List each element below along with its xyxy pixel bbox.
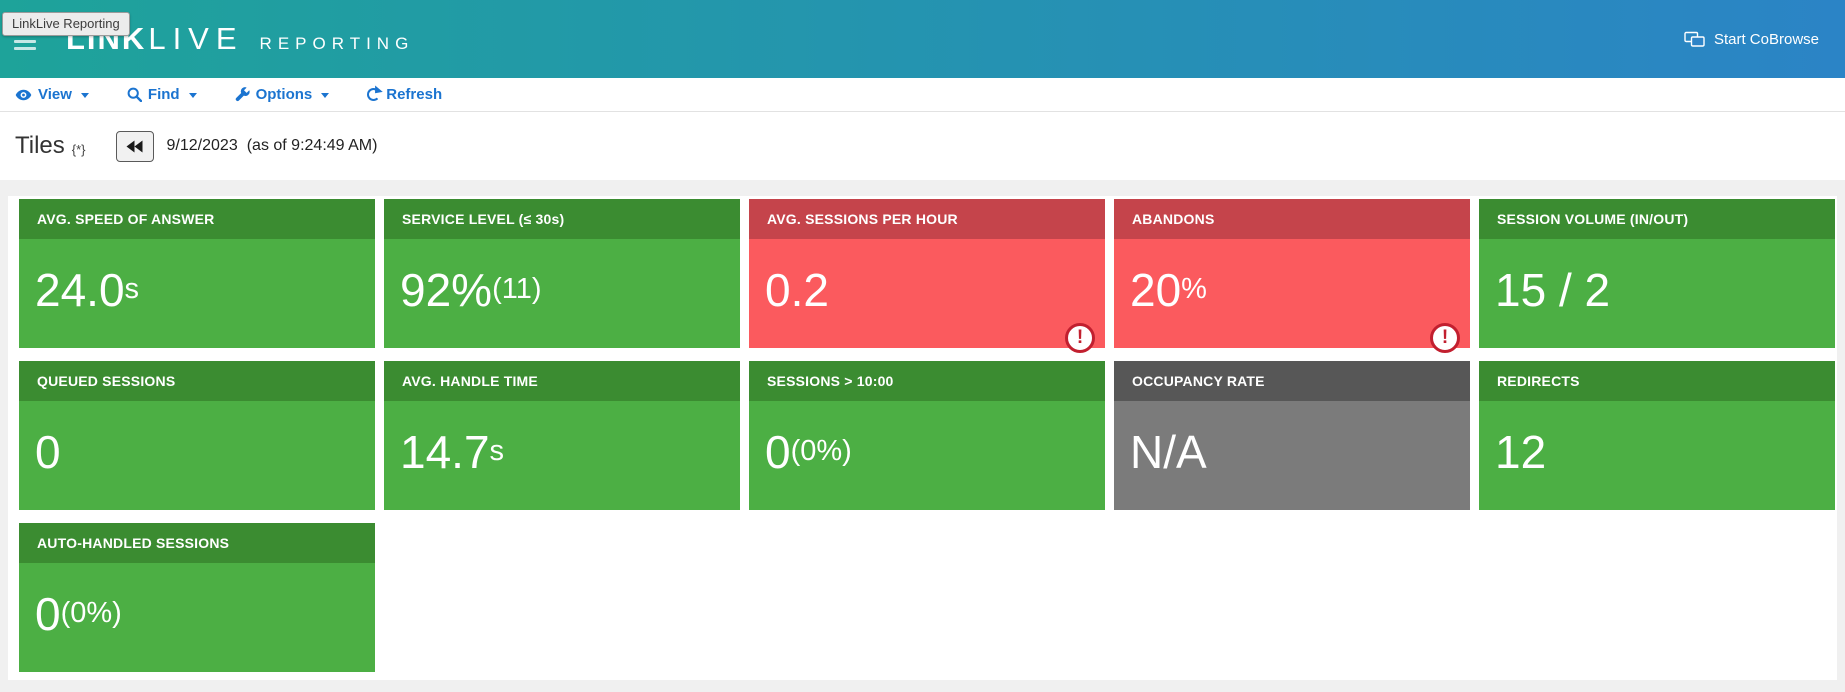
- tile-label: REDIRECTS: [1479, 361, 1835, 401]
- tile-avg-speed-of-answer[interactable]: AVG. SPEED OF ANSWER 24.0s !: [19, 199, 375, 348]
- tile-avg-handle-time[interactable]: AVG. HANDLE TIME 14.7s !: [384, 361, 740, 510]
- tile-value: 14.7: [400, 425, 490, 478]
- previous-date-button[interactable]: [115, 130, 154, 162]
- eye-icon: [15, 89, 32, 100]
- tile-label: SESSION VOLUME (IN/OUT): [1479, 199, 1835, 239]
- tile-suffix: (0%): [60, 597, 122, 629]
- refresh-label: Refresh: [386, 86, 443, 103]
- tile-value-area: 20%: [1114, 239, 1470, 348]
- tile-value: 0: [35, 425, 61, 478]
- tile-value: 92%: [400, 263, 493, 316]
- tile-value: N/A: [1130, 425, 1207, 478]
- logo-text-suffix: REPORTING: [259, 34, 415, 53]
- title-marker: {*}: [71, 141, 86, 157]
- report-date: 9/12/2023: [166, 137, 238, 154]
- alert-icon: !: [1430, 323, 1460, 353]
- tile-value-area: N/A: [1114, 401, 1470, 510]
- options-menu-label: Options: [255, 86, 313, 103]
- tiles-card: AVG. SPEED OF ANSWER 24.0s ! SERVICE LEV…: [8, 196, 1837, 680]
- tile-value-area: 92% (11): [384, 239, 740, 348]
- tile-suffix: s: [489, 435, 505, 467]
- tile-value-area: 0 (0%): [749, 401, 1105, 510]
- cobrowse-screens-icon: [1684, 31, 1705, 47]
- tile-auto-handled-sessions[interactable]: AUTO-HANDLED SESSIONS 0 (0%) !: [19, 523, 375, 672]
- tile-redirects[interactable]: REDIRECTS 12 !: [1479, 361, 1835, 510]
- view-menu-label: View: [38, 86, 72, 103]
- tile-value: 12: [1495, 425, 1547, 478]
- search-icon: [127, 87, 142, 102]
- tile-value: 0: [765, 425, 791, 478]
- tile-value-area: 0: [19, 401, 375, 510]
- alert-icon: !: [1065, 323, 1095, 353]
- tile-label: AUTO-HANDLED SESSIONS: [19, 523, 375, 563]
- tile-avg-sessions-per-hour[interactable]: AVG. SESSIONS PER HOUR 0.2 !: [749, 199, 1105, 353]
- tile-value: 0: [35, 587, 61, 640]
- wrench-icon: [235, 87, 250, 102]
- tile-label: QUEUED SESSIONS: [19, 361, 375, 401]
- start-cobrowse-label: Start CoBrowse: [1713, 30, 1819, 48]
- tile-service-level[interactable]: SERVICE LEVEL (≤ 30s) 92% (11) !: [384, 199, 740, 348]
- logo-text-light: LIVE: [148, 21, 244, 56]
- toolbar: View Find Options Refresh: [0, 78, 1845, 112]
- tile-sessions-over-10[interactable]: SESSIONS > 10:00 0 (0%) !: [749, 361, 1105, 510]
- tile-occupancy-rate[interactable]: OCCUPANCY RATE N/A !: [1114, 361, 1470, 510]
- options-menu-button[interactable]: Options: [235, 86, 330, 103]
- cursor-tooltip: LinkLive Reporting: [2, 12, 130, 36]
- page-titlebar: Tiles {*} 9/12/2023 (as of 9:24:49 AM): [0, 112, 1845, 180]
- rewind-icon: [126, 140, 143, 152]
- tile-label: OCCUPANCY RATE: [1114, 361, 1470, 401]
- tile-value: 15 / 2: [1495, 263, 1611, 316]
- tile-label: SESSIONS > 10:00: [749, 361, 1105, 401]
- tile-suffix: %: [1181, 273, 1207, 305]
- tile-value: 24.0: [35, 263, 125, 316]
- tile-label: ABANDONS: [1114, 199, 1470, 239]
- view-menu-button[interactable]: View: [15, 86, 89, 103]
- refresh-button[interactable]: Refresh: [367, 86, 442, 103]
- find-menu-label: Find: [147, 86, 180, 103]
- tile-value-area: 24.0 s: [19, 239, 375, 348]
- tile-suffix: (0%): [790, 435, 852, 467]
- tile-value-area: 14.7 s: [384, 401, 740, 510]
- tile-suffix: (11): [492, 273, 542, 305]
- tile-value-area: 12: [1479, 401, 1835, 510]
- tile-session-volume[interactable]: SESSION VOLUME (IN/OUT) 15 / 2 !: [1479, 199, 1835, 348]
- refresh-icon: [367, 88, 381, 101]
- tile-label: AVG. SPEED OF ANSWER: [19, 199, 375, 239]
- tile-label: AVG. HANDLE TIME: [384, 361, 740, 401]
- chevron-down-icon: [188, 93, 197, 98]
- tile-label: SERVICE LEVEL (≤ 30s): [384, 199, 740, 239]
- app-header: LINK LIVE REPORTING Start CoBrowse LinkL…: [0, 0, 1845, 78]
- tile-label: AVG. SESSIONS PER HOUR: [749, 199, 1105, 239]
- chevron-down-icon: [321, 93, 330, 98]
- tile-value-area: 0.2: [749, 239, 1105, 348]
- tile-value: 20: [1130, 263, 1182, 316]
- tiles-grid: AVG. SPEED OF ANSWER 24.0s ! SERVICE LEV…: [19, 199, 1837, 672]
- tile-abandons[interactable]: ABANDONS 20% !: [1114, 199, 1470, 353]
- tile-queued-sessions[interactable]: QUEUED SESSIONS 0 !: [19, 361, 375, 510]
- chevron-down-icon: [80, 93, 89, 98]
- page-title: Tiles: [15, 132, 65, 159]
- tile-suffix: s: [124, 273, 140, 305]
- tile-value: 0.2: [765, 263, 829, 316]
- as-of-timestamp: (as of 9:24:49 AM): [246, 137, 378, 154]
- find-menu-button[interactable]: Find: [127, 86, 197, 103]
- tile-value-area: 0 (0%): [19, 563, 375, 672]
- start-cobrowse-button[interactable]: Start CoBrowse: [1684, 31, 1819, 48]
- tile-value-area: 15 / 2: [1479, 239, 1835, 348]
